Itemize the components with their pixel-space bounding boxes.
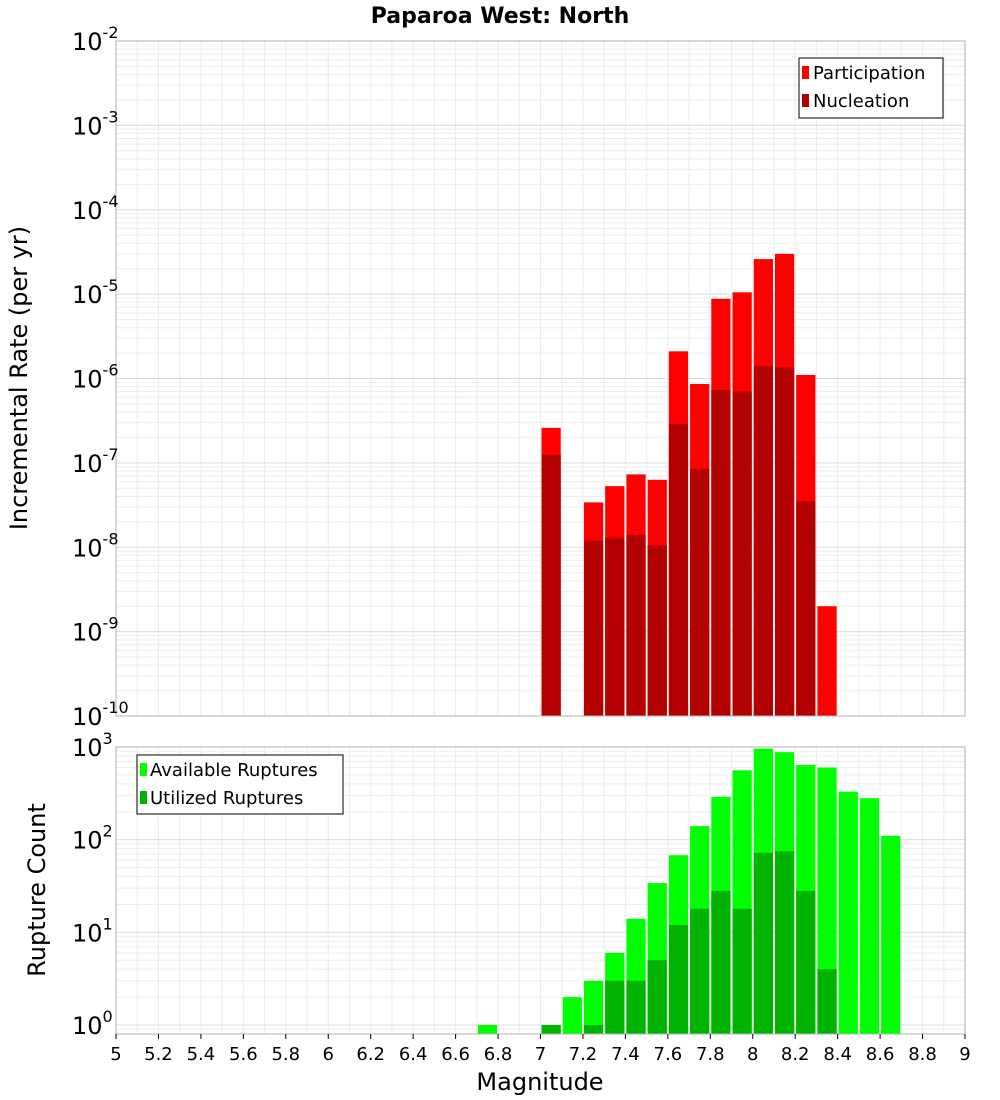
top-bar-nucleation	[732, 391, 752, 716]
x-tick-label: 5.6	[229, 1044, 258, 1065]
legend-label-available: Available Ruptures	[150, 760, 318, 781]
bottom-y-ticks: 100 101 102 103	[72, 729, 113, 1040]
x-tick-label: 8	[747, 1044, 758, 1065]
bottom-y-tick-label: 103	[72, 729, 113, 762]
bottom-bar-utilized-ruptures	[690, 908, 710, 1034]
x-tick-label: 9	[959, 1044, 970, 1065]
x-tick-label: 6.4	[399, 1044, 428, 1065]
top-plot-frame	[115, 40, 966, 717]
top-bar-nucleation	[668, 423, 689, 716]
bottom-bar-utilized-ruptures	[647, 960, 667, 1034]
chart-title: Paparoa West: North	[371, 4, 629, 29]
x-tick-label: 7.4	[611, 1044, 640, 1065]
bottom-y-tick-label: 102	[72, 822, 113, 855]
top-bar-nucleation	[626, 534, 646, 716]
top-bar-nucleation	[605, 537, 625, 716]
x-tick-label: 7.2	[569, 1044, 598, 1065]
legend-label-utilized: Utilized Ruptures	[150, 788, 303, 809]
top-bar-nucleation	[583, 540, 604, 716]
legend-swatch-participation	[802, 66, 809, 79]
top-panel: 10-10 10-9 10-8 10-7 10-6 10-5 10-4 10-3 10-2 In…	[5, 23, 966, 731]
bottom-bar-available-ruptures	[477, 1025, 498, 1034]
top-y-tick-label: 10-6	[72, 361, 119, 394]
top-gridlines	[115, 40, 966, 717]
legend-label-participation: Participation	[813, 63, 925, 84]
bottom-bar-available-ruptures	[817, 767, 837, 1034]
bottom-bar-utilized-ruptures	[605, 980, 625, 1034]
legend-swatch-utilized	[140, 791, 147, 804]
bottom-y-tick-label: 100	[72, 1007, 113, 1040]
x-tick-label: 8.4	[823, 1044, 852, 1065]
x-tick-label: 5	[110, 1044, 121, 1065]
bottom-legend: Available Ruptures Utilized Ruptures	[136, 754, 344, 815]
top-bars	[541, 253, 837, 716]
bottom-bar-available-ruptures	[881, 835, 901, 1034]
x-tick-label: 6.2	[356, 1044, 385, 1065]
top-y-tick-label: 10-3	[72, 107, 119, 140]
top-bar-nucleation	[711, 390, 731, 716]
x-tick-label: 6.6	[441, 1044, 470, 1065]
x-tick-label: 7	[535, 1044, 546, 1065]
bottom-bar-utilized-ruptures	[626, 980, 646, 1034]
x-tick-label: 7.6	[654, 1044, 683, 1065]
top-y-tick-label: 10-5	[72, 276, 119, 309]
top-legend: Participation Nucleation	[798, 57, 944, 119]
bottom-bar-utilized-ruptures	[753, 852, 773, 1034]
top-y-axis-label: Incremental Rate (per yr)	[5, 226, 33, 530]
top-y-tick-label: 10-2	[72, 23, 119, 56]
top-y-ticks: 10-10 10-9 10-8 10-7 10-6 10-5 10-4 10-3 10-2	[72, 23, 129, 731]
x-tick-label: 5.4	[187, 1044, 216, 1065]
top-bar-nucleation	[753, 366, 773, 716]
bottom-panel: 100 101 102 103 5 5.2 5.4 5.6 5.8 6 6.2 6.4 6.6 6.8 7…	[23, 729, 971, 1096]
top-bar-participation	[817, 606, 837, 716]
x-tick-label: 8.2	[781, 1044, 810, 1065]
bottom-legend-box	[136, 754, 344, 815]
bottom-bars	[477, 748, 901, 1034]
bottom-bar-utilized-ruptures	[541, 1025, 561, 1034]
legend-swatch-nucleation	[802, 94, 809, 107]
top-y-tick-label: 10-9	[72, 614, 119, 647]
top-bar-nucleation	[690, 468, 710, 716]
top-legend-box	[798, 57, 944, 119]
bottom-bar-utilized-ruptures	[796, 890, 816, 1034]
x-tick-label: 6	[323, 1044, 334, 1065]
x-tick-label: 7.8	[696, 1044, 725, 1065]
bottom-y-axis-label: Rupture Count	[23, 803, 51, 977]
bottom-bar-utilized-ruptures	[732, 908, 752, 1034]
bottom-bar-available-ruptures	[859, 798, 880, 1034]
bottom-bar-available-ruptures	[583, 980, 604, 1034]
top-bar-nucleation	[774, 367, 795, 716]
legend-label-nucleation: Nucleation	[813, 91, 909, 112]
x-tick-label: 8.6	[866, 1044, 895, 1065]
top-bar-nucleation	[647, 545, 667, 716]
x-axis-label: Magnitude	[476, 1068, 603, 1096]
top-y-tick-label: 10-10	[72, 698, 129, 731]
bottom-bar-available-ruptures	[838, 791, 858, 1034]
bottom-y-tick-label: 101	[72, 914, 113, 947]
bottom-bar-utilized-ruptures	[711, 890, 731, 1034]
bottom-bar-utilized-ruptures	[817, 969, 837, 1034]
top-bar-nucleation	[541, 454, 561, 716]
x-tick-label: 5.8	[271, 1044, 300, 1065]
bottom-bar-available-ruptures	[562, 997, 582, 1034]
legend-swatch-available	[140, 763, 147, 776]
bottom-bar-utilized-ruptures	[583, 1025, 604, 1034]
x-tick-label: 5.2	[144, 1044, 173, 1065]
top-y-tick-label: 10-7	[72, 445, 119, 478]
x-tick-label: 6.8	[484, 1044, 513, 1065]
top-bar-nucleation	[796, 501, 816, 716]
x-ticks: 5 5.2 5.4 5.6 5.8 6 6.2 6.4 6.6 6.8 7 7.2 7.4 7.6 7.8 8…	[110, 1034, 971, 1065]
top-y-tick-label: 10-4	[72, 192, 119, 225]
bottom-bar-utilized-ruptures	[668, 925, 689, 1034]
x-tick-label: 8.8	[908, 1044, 937, 1065]
top-y-tick-label: 10-8	[72, 529, 119, 562]
bottom-bar-utilized-ruptures	[774, 851, 795, 1034]
